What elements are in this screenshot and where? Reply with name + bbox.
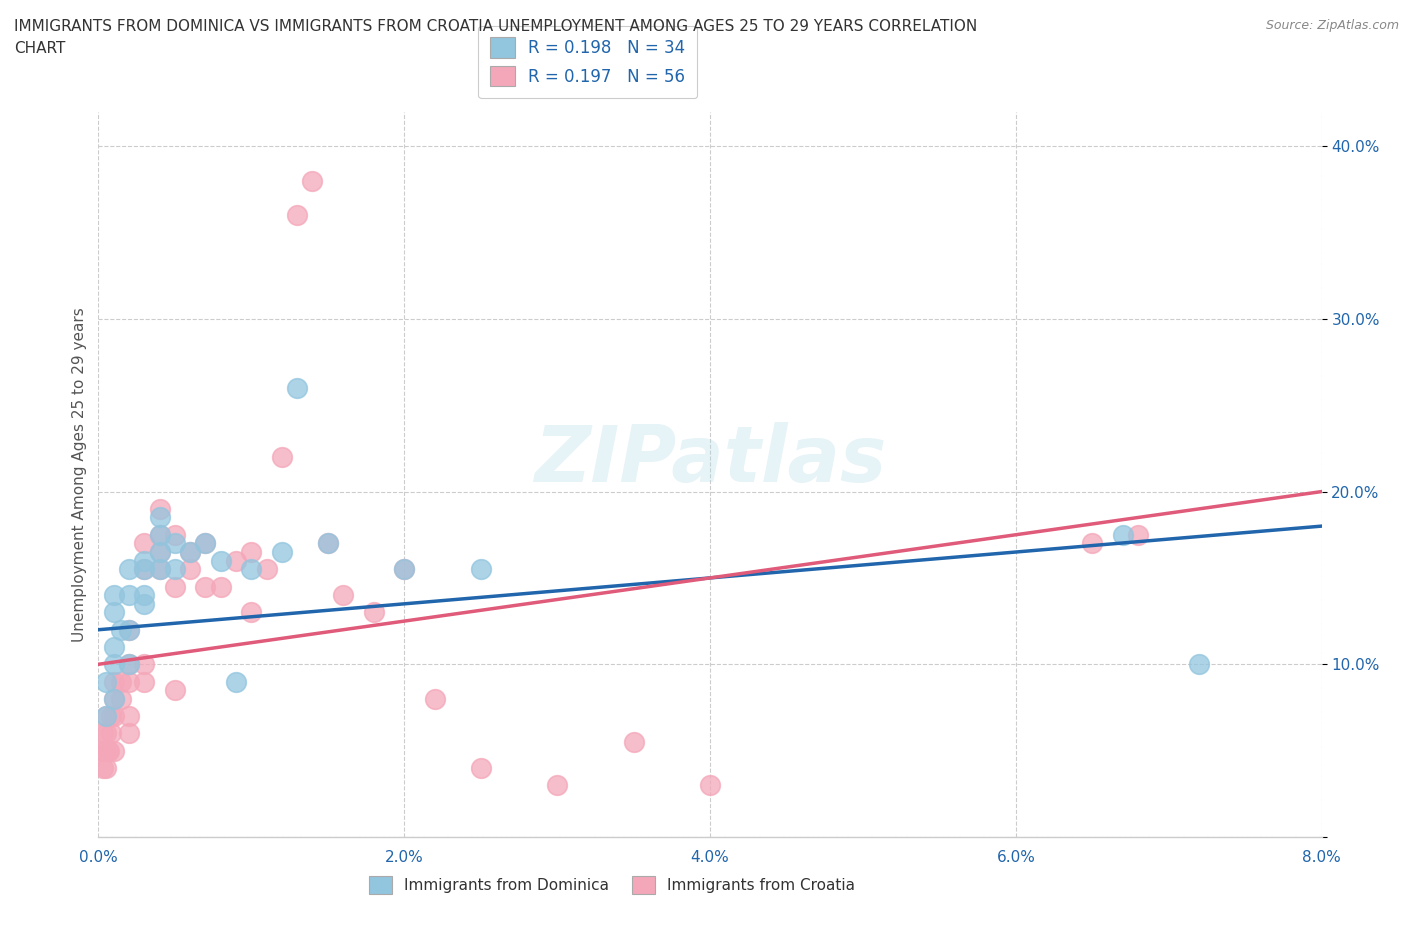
- Point: [194, 536, 217, 551]
- Point: [91, 761, 114, 776]
- Point: [94, 709, 117, 724]
- Point: [94, 726, 117, 741]
- Point: [110, 674, 132, 689]
- Point: [179, 562, 201, 577]
- Point: [285, 207, 308, 222]
- Point: [110, 691, 132, 706]
- Point: [103, 674, 125, 689]
- Point: [1081, 536, 1104, 551]
- Point: [163, 536, 186, 551]
- Point: [134, 657, 156, 671]
- Point: [103, 691, 125, 706]
- Point: [316, 536, 339, 551]
- Point: [256, 562, 278, 577]
- Point: [134, 596, 156, 611]
- Point: [149, 527, 172, 542]
- Point: [1188, 657, 1211, 671]
- Point: [100, 726, 122, 741]
- Point: [301, 173, 323, 188]
- Point: [163, 527, 186, 542]
- Point: [100, 709, 122, 724]
- Point: [163, 579, 186, 594]
- Point: [194, 536, 217, 551]
- Point: [134, 674, 156, 689]
- Point: [98, 743, 121, 758]
- Point: [97, 743, 120, 758]
- Point: [103, 640, 125, 655]
- Point: [240, 605, 263, 620]
- Point: [94, 709, 117, 724]
- Text: Source: ZipAtlas.com: Source: ZipAtlas.com: [1265, 19, 1399, 32]
- Point: [470, 761, 492, 776]
- Point: [270, 449, 294, 464]
- Point: [179, 545, 201, 560]
- Point: [149, 545, 172, 560]
- Point: [134, 536, 156, 551]
- Point: [149, 510, 172, 525]
- Point: [118, 726, 141, 741]
- Point: [285, 380, 308, 395]
- Point: [392, 562, 416, 577]
- Point: [332, 588, 354, 603]
- Point: [118, 562, 141, 577]
- Point: [118, 622, 141, 637]
- Point: [94, 674, 117, 689]
- Point: [149, 527, 172, 542]
- Point: [103, 709, 125, 724]
- Point: [163, 683, 186, 698]
- Point: [1128, 527, 1150, 542]
- Point: [623, 735, 645, 750]
- Point: [470, 562, 492, 577]
- Point: [110, 622, 132, 637]
- Point: [103, 691, 125, 706]
- Point: [94, 761, 117, 776]
- Point: [225, 674, 247, 689]
- Point: [149, 562, 172, 577]
- Point: [103, 605, 125, 620]
- Point: [209, 579, 232, 594]
- Point: [363, 605, 385, 620]
- Point: [93, 743, 115, 758]
- Text: IMMIGRANTS FROM DOMINICA VS IMMIGRANTS FROM CROATIA UNEMPLOYMENT AMONG AGES 25 T: IMMIGRANTS FROM DOMINICA VS IMMIGRANTS F…: [14, 19, 977, 56]
- Point: [179, 545, 201, 560]
- Point: [225, 553, 247, 568]
- Point: [316, 536, 339, 551]
- Point: [103, 743, 125, 758]
- Point: [1112, 527, 1135, 542]
- Point: [423, 691, 446, 706]
- Point: [103, 588, 125, 603]
- Point: [149, 501, 172, 516]
- Legend: Immigrants from Dominica, Immigrants from Croatia: Immigrants from Dominica, Immigrants fro…: [361, 868, 863, 902]
- Point: [270, 545, 294, 560]
- Point: [118, 588, 141, 603]
- Point: [118, 709, 141, 724]
- Point: [240, 562, 263, 577]
- Point: [118, 657, 141, 671]
- Point: [134, 562, 156, 577]
- Point: [240, 545, 263, 560]
- Point: [118, 622, 141, 637]
- Point: [149, 562, 172, 577]
- Point: [149, 545, 172, 560]
- Point: [134, 588, 156, 603]
- Point: [134, 562, 156, 577]
- Point: [194, 579, 217, 594]
- Point: [91, 726, 114, 741]
- Point: [134, 553, 156, 568]
- Y-axis label: Unemployment Among Ages 25 to 29 years: Unemployment Among Ages 25 to 29 years: [72, 307, 87, 642]
- Text: ZIPatlas: ZIPatlas: [534, 422, 886, 498]
- Point: [103, 657, 125, 671]
- Point: [392, 562, 416, 577]
- Point: [546, 777, 568, 792]
- Point: [91, 743, 114, 758]
- Point: [118, 657, 141, 671]
- Point: [163, 562, 186, 577]
- Point: [209, 553, 232, 568]
- Point: [118, 674, 141, 689]
- Point: [699, 777, 721, 792]
